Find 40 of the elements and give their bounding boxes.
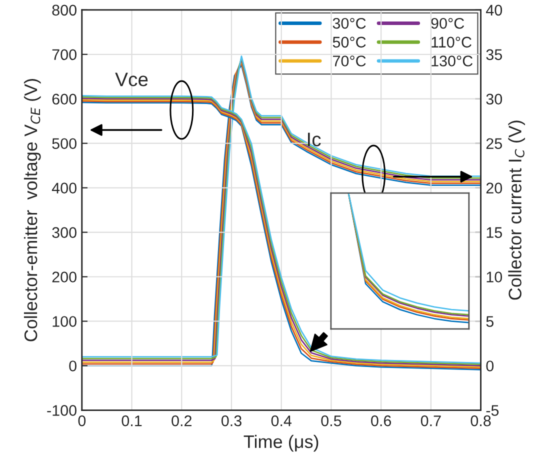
y2-tick-label: 5 <box>486 316 494 327</box>
legend-label: 50°C <box>332 36 366 48</box>
annotation: Vce <box>115 72 148 86</box>
legend-label: 110°C <box>432 36 472 48</box>
x-tick-label: 0.1 <box>122 415 142 426</box>
y-tick-label: 200 <box>52 272 76 282</box>
x-tick-label: 0.5 <box>321 415 342 426</box>
y2-tick-label: 30 <box>486 94 502 105</box>
x-tick-label: 0.8 <box>470 415 491 426</box>
y-tick-label: 600 <box>52 94 76 105</box>
x-tick-label: 0.7 <box>420 415 441 426</box>
y-tick-label: 0 <box>69 360 76 372</box>
y2-tick-label: 40 <box>486 4 502 16</box>
y2-tick-label: 20 <box>486 182 502 194</box>
legend-label: 130°C <box>432 56 473 66</box>
annotation: Ic <box>308 132 321 146</box>
y2-tick-label: 35 <box>486 49 502 60</box>
y-axis-title: Collector-emitter voltage V$_{CE}$ (V) <box>24 79 41 342</box>
y-tick-label: 500 <box>52 138 76 150</box>
y-tick-label: 700 <box>52 49 76 60</box>
y2-axis-title: Collector current I$_{C}$ (V) <box>508 120 526 300</box>
y2-tick-label: -5 <box>486 405 499 416</box>
y-tick-label: -100 <box>47 405 76 416</box>
y2-tick-label: 10 <box>486 272 502 282</box>
y-tick-label: 300 <box>52 227 76 238</box>
x-tick-label: 0.3 <box>221 415 242 426</box>
y-tick-label: 100 <box>52 316 76 327</box>
x-tick-label: 0.6 <box>371 415 392 426</box>
y2-tick-label: 0 <box>486 360 494 372</box>
y2-tick-label: 15 <box>486 227 502 238</box>
y2-tick-label: 25 <box>486 138 502 150</box>
y-tick-label: 400 <box>52 182 76 194</box>
legend-label: 90°C <box>431 18 464 29</box>
x-tick-label: 0 <box>78 415 86 426</box>
legend-label: 70°C <box>333 56 366 66</box>
x-axis-title: Time (μs) <box>244 434 318 452</box>
y-tick-label: 800 <box>52 4 76 16</box>
legend-label: 30°C <box>332 18 366 29</box>
x-tick-label: 0.2 <box>172 415 192 426</box>
x-tick-label: 0.4 <box>271 415 292 426</box>
